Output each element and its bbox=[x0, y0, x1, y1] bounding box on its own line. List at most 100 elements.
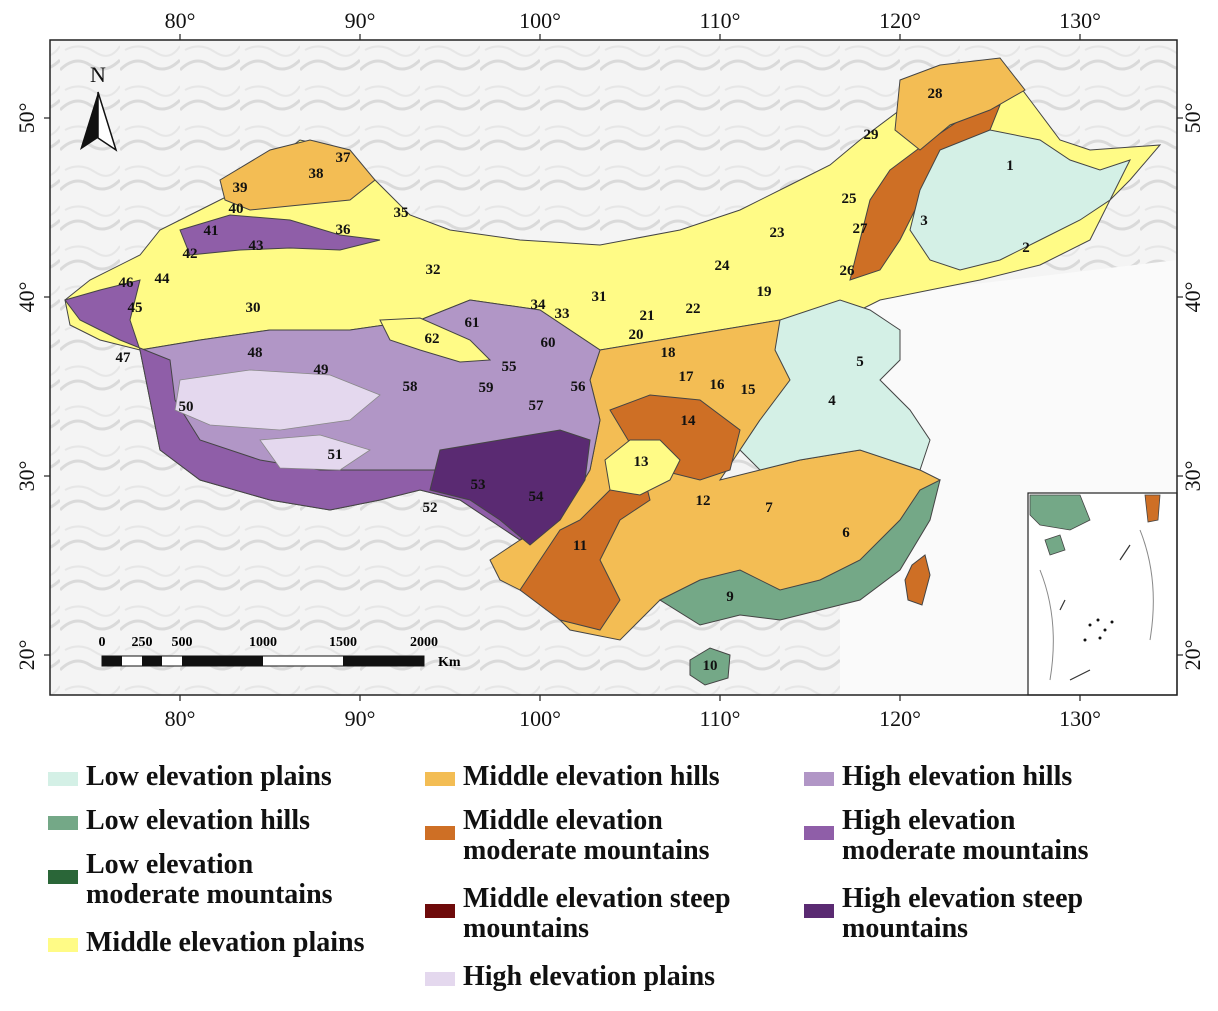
legend-swatch bbox=[804, 826, 834, 840]
legend-label: Low elevation hills bbox=[86, 805, 311, 836]
region-high-steep-east bbox=[429, 429, 591, 546]
region-low-plains-east bbox=[739, 299, 931, 471]
lon-bottom-80: 80° bbox=[165, 706, 196, 731]
lon-top-100: 100° bbox=[519, 8, 561, 33]
legend-item-middle-hills: Middle elevation hills bbox=[425, 762, 720, 792]
region-number-39: 39 bbox=[233, 180, 248, 196]
lat-right-50: 50° bbox=[1180, 103, 1205, 134]
legend-label: High elevation hills bbox=[842, 761, 1073, 792]
legend-swatch bbox=[425, 972, 455, 986]
region-number-49: 49 bbox=[314, 362, 329, 378]
region-number-16: 16 bbox=[710, 377, 726, 393]
legend-swatch bbox=[48, 938, 78, 952]
region-number-57: 57 bbox=[529, 398, 545, 414]
region-number-42: 42 bbox=[183, 246, 198, 262]
region-number-18: 18 bbox=[661, 345, 676, 361]
lon-top-130: 130° bbox=[1059, 8, 1101, 33]
region-number-4: 4 bbox=[828, 393, 836, 409]
legend-item-high-steep: High elevation steep mountains bbox=[804, 884, 1134, 944]
region-basin-13 bbox=[604, 439, 681, 496]
region-number-14: 14 bbox=[681, 413, 697, 429]
legend-item-middle-steep: Middle elevation steep mountains bbox=[425, 884, 765, 944]
region-number-58: 58 bbox=[403, 379, 418, 395]
region-number-48: 48 bbox=[248, 345, 263, 361]
legend-swatch bbox=[804, 904, 834, 918]
south-china-sea-inset bbox=[1027, 492, 1178, 696]
region-number-11: 11 bbox=[573, 538, 587, 554]
region-tianshan bbox=[179, 214, 381, 256]
region-number-38: 38 bbox=[309, 166, 324, 182]
region-number-46: 46 bbox=[119, 275, 135, 291]
region-number-7: 7 bbox=[765, 500, 773, 516]
island-taiwan bbox=[904, 554, 931, 606]
region-number-43: 43 bbox=[249, 238, 264, 254]
region-northeast-hills bbox=[894, 57, 1026, 151]
region-number-56: 56 bbox=[571, 379, 587, 395]
region-number-22: 22 bbox=[686, 301, 701, 317]
legend-item-low-mountains: Low elevation moderate mountains bbox=[48, 850, 368, 910]
legend-swatch bbox=[425, 904, 455, 918]
region-number-40: 40 bbox=[229, 201, 244, 217]
region-high-plains bbox=[174, 369, 381, 431]
region-number-13: 13 bbox=[634, 454, 649, 470]
region-number-61: 61 bbox=[465, 315, 480, 331]
region-number-35: 35 bbox=[394, 205, 409, 221]
region-number-32: 32 bbox=[426, 262, 441, 278]
region-northwest-hills bbox=[219, 139, 376, 211]
legend-item-high-plains: High elevation plains bbox=[425, 962, 715, 992]
region-number-25: 25 bbox=[842, 191, 857, 207]
lat-left-20: 20° bbox=[14, 640, 39, 671]
legend-swatch bbox=[48, 870, 78, 884]
lon-top-120: 120° bbox=[879, 8, 921, 33]
region-number-6: 6 bbox=[842, 525, 850, 541]
legend-label: High elevation moderate mountains bbox=[842, 805, 1089, 866]
legend-swatch bbox=[425, 772, 455, 786]
region-number-9: 9 bbox=[726, 589, 734, 605]
region-number-30: 30 bbox=[246, 300, 261, 316]
region-number-24: 24 bbox=[715, 258, 731, 274]
tick-marks bbox=[44, 34, 1183, 701]
region-basin-62 bbox=[379, 317, 492, 363]
lon-bottom-120: 120° bbox=[879, 706, 921, 731]
svg-text:1000: 1000 bbox=[249, 635, 277, 650]
region-number-37: 37 bbox=[336, 150, 352, 166]
region-number-12: 12 bbox=[696, 493, 711, 509]
region-number-3: 3 bbox=[920, 213, 928, 229]
region-number-19: 19 bbox=[757, 284, 772, 300]
region-number-17: 17 bbox=[679, 369, 695, 385]
legend-label: High elevation plains bbox=[463, 961, 716, 992]
scale-bar: 0 250 500 1000 1500 2000 Km bbox=[99, 635, 461, 670]
legend: Low elevation plains Low elevation hills… bbox=[48, 762, 1188, 1007]
region-number-34: 34 bbox=[531, 297, 547, 313]
region-high-plains-2 bbox=[259, 434, 371, 471]
svg-text:Km: Km bbox=[438, 655, 461, 670]
legend-swatch bbox=[48, 816, 78, 830]
region-number-29: 29 bbox=[864, 127, 879, 143]
lat-right-30: 30° bbox=[1180, 461, 1205, 492]
svg-text:2000: 2000 bbox=[410, 635, 438, 650]
legend-label: Middle elevation plains bbox=[86, 927, 365, 958]
legend-swatch bbox=[425, 826, 455, 840]
lon-bottom-110: 110° bbox=[700, 706, 741, 731]
map-frame bbox=[49, 39, 1178, 696]
region-middle-mountains bbox=[519, 394, 741, 631]
terrain-map: 80° 90° 100° 110° 120° 130° 80° 90° 100°… bbox=[14, 8, 1205, 731]
region-number-5: 5 bbox=[856, 354, 864, 370]
region-number-33: 33 bbox=[555, 306, 570, 322]
region-number-47: 47 bbox=[116, 350, 132, 366]
svg-text:0: 0 bbox=[99, 635, 106, 650]
legend-label: High elevation steep mountains bbox=[842, 883, 1084, 944]
legend-label: Low elevation moderate mountains bbox=[86, 849, 333, 910]
region-number-26: 26 bbox=[840, 263, 856, 279]
region-number-59: 59 bbox=[479, 380, 494, 396]
legend-item-middle-mountains: Middle elevation moderate mountains bbox=[425, 806, 765, 866]
region-number-51: 51 bbox=[328, 447, 343, 463]
region-number-52: 52 bbox=[423, 500, 438, 516]
region-number-36: 36 bbox=[336, 222, 352, 238]
region-low-hills-south bbox=[658, 479, 941, 626]
legend-item-middle-plains: Middle elevation plains bbox=[48, 928, 364, 958]
lat-right-40: 40° bbox=[1180, 282, 1205, 313]
island-hainan bbox=[689, 647, 731, 686]
region-low-plains-northeast bbox=[909, 129, 1131, 271]
